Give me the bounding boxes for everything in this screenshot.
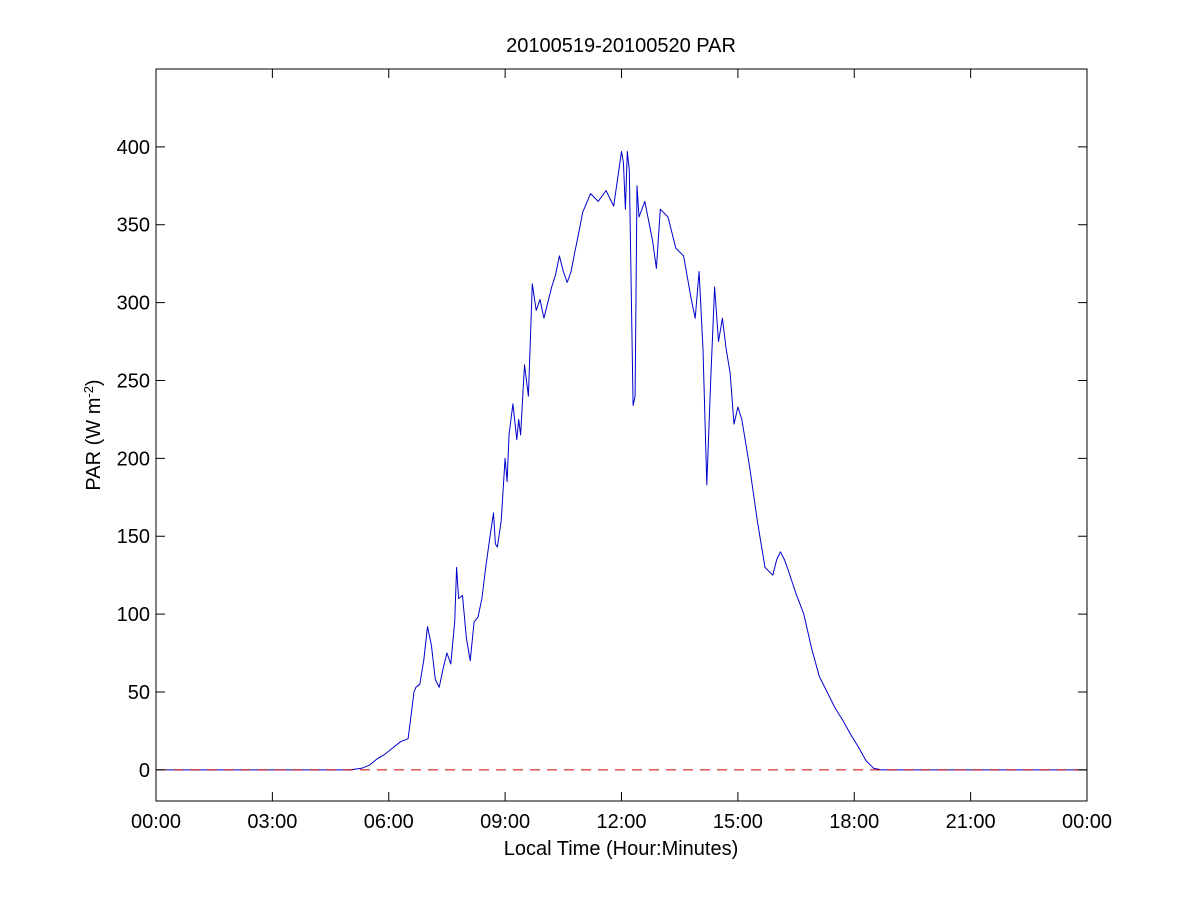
- y-axis-label: PAR (W m-2): [81, 379, 106, 490]
- x-tick-label: 03:00: [247, 811, 297, 833]
- series-layer: [156, 151, 1087, 771]
- chart-title: 20100519-20100520 PAR: [506, 35, 736, 57]
- ticks-layer: 00:00 03:00 06:00 09:00 12:00 15:00 18:00 21:00…: [117, 69, 1112, 833]
- x-tick-label: 00:00: [131, 811, 181, 833]
- y-axis-label-superscript: -2: [81, 386, 96, 398]
- x-tick-label: 15:00: [713, 811, 763, 833]
- y-tick-label: 350: [117, 215, 150, 237]
- x-tick-label: 06:00: [364, 811, 414, 833]
- y-tick-label: 300: [117, 293, 150, 315]
- x-tick-label: 09:00: [480, 811, 530, 833]
- y-tick-label: 200: [117, 448, 150, 470]
- y-tick-label: 400: [117, 137, 150, 159]
- plot-area: [155, 68, 1088, 802]
- x-tick-label: 00:00: [1062, 811, 1112, 833]
- y-tick-label: 0: [139, 760, 150, 782]
- x-axis-label: Local Time (Hour:Minutes): [504, 838, 739, 860]
- x-tick-label: 21:00: [946, 811, 996, 833]
- par-series-line: [156, 151, 1087, 771]
- y-tick-label: 250: [117, 370, 150, 392]
- y-tick-label: 150: [117, 526, 150, 548]
- y-axis-label-main: PAR (W m: [83, 398, 105, 491]
- y-axis-label-close: ): [83, 379, 105, 386]
- x-tick-label: 12:00: [596, 811, 646, 833]
- y-tick-label: 50: [128, 682, 150, 704]
- y-tick-label: 100: [117, 604, 150, 626]
- x-tick-label: 18:00: [829, 811, 879, 833]
